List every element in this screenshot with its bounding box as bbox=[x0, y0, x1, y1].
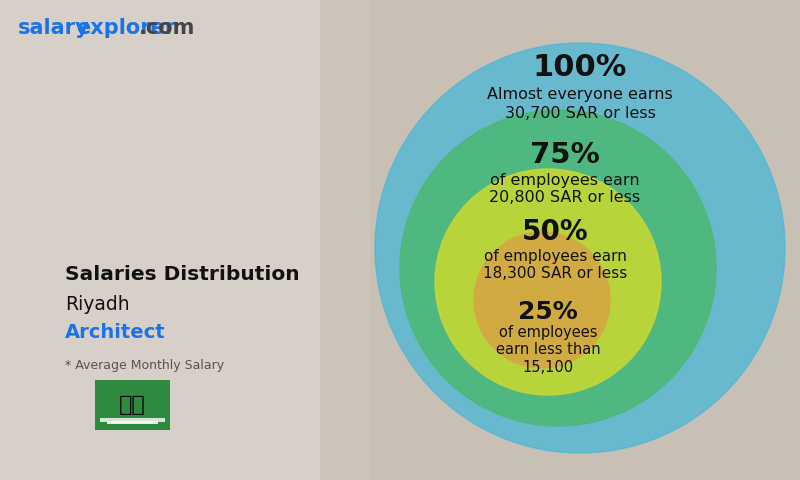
Circle shape bbox=[400, 110, 716, 426]
Text: .com: .com bbox=[139, 18, 195, 38]
Text: Almost everyone earns: Almost everyone earns bbox=[487, 87, 673, 103]
Circle shape bbox=[435, 169, 661, 395]
Bar bbox=[107, 421, 158, 424]
Text: of employees: of employees bbox=[498, 325, 598, 340]
Text: salary: salary bbox=[18, 18, 90, 38]
Text: Architect: Architect bbox=[65, 323, 166, 341]
Text: 18,300 SAR or less: 18,300 SAR or less bbox=[483, 265, 627, 280]
Text: earn less than: earn less than bbox=[496, 343, 600, 358]
Text: 75%: 75% bbox=[530, 141, 600, 169]
Text: 25%: 25% bbox=[518, 300, 578, 324]
Text: * Average Monthly Salary: * Average Monthly Salary bbox=[65, 359, 224, 372]
Text: 🇸🇦: 🇸🇦 bbox=[119, 395, 146, 415]
Circle shape bbox=[375, 43, 785, 453]
Text: of employees earn: of employees earn bbox=[490, 172, 640, 188]
Bar bbox=[100, 418, 165, 422]
Bar bbox=[95, 380, 170, 430]
Circle shape bbox=[474, 232, 610, 368]
Text: explorer: explorer bbox=[76, 18, 175, 38]
Bar bbox=[0, 0, 370, 480]
Text: 50%: 50% bbox=[522, 218, 588, 246]
Text: 20,800 SAR or less: 20,800 SAR or less bbox=[490, 191, 641, 205]
Text: of employees earn: of employees earn bbox=[483, 249, 626, 264]
Text: Riyadh: Riyadh bbox=[65, 296, 130, 314]
Text: 100%: 100% bbox=[533, 53, 627, 83]
Bar bbox=[0, 0, 320, 480]
Text: 30,700 SAR or less: 30,700 SAR or less bbox=[505, 107, 655, 121]
Text: Salaries Distribution: Salaries Distribution bbox=[65, 265, 300, 285]
Text: 15,100: 15,100 bbox=[522, 360, 574, 374]
